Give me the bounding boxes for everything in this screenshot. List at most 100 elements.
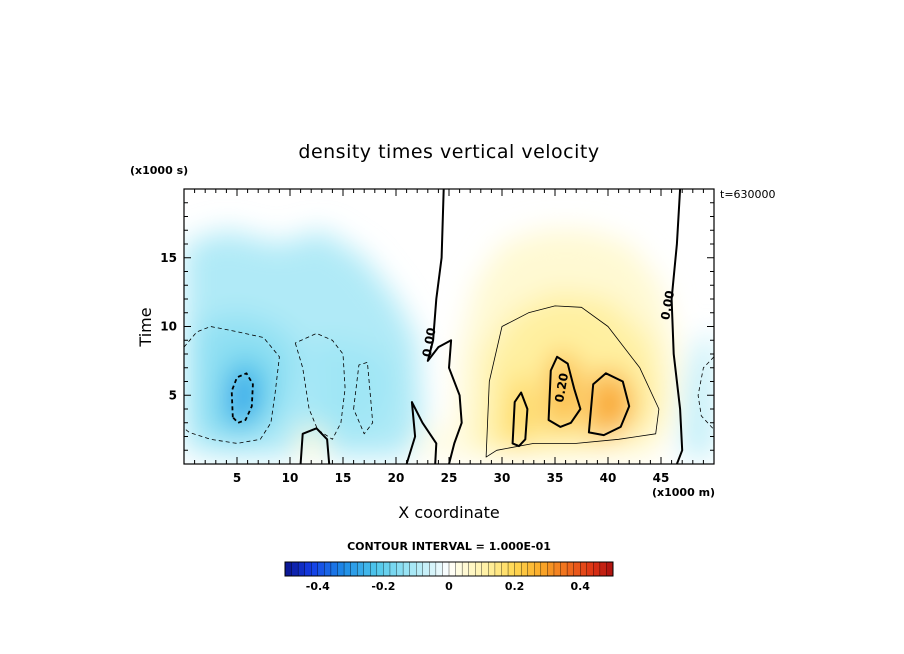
contour-line — [184, 326, 280, 444]
contour-lines — [184, 189, 714, 464]
colorbar-cell — [376, 561, 384, 577]
colorbar-tick-label: 0.4 — [570, 580, 590, 593]
x-tick-label: 10 — [282, 471, 299, 485]
colorbar-cell — [409, 561, 417, 577]
x-tick-label: 35 — [547, 471, 564, 485]
contour-line — [511, 391, 529, 448]
colorbar-cell — [455, 561, 463, 577]
colorbar-cell — [389, 561, 397, 577]
colorbar-cell — [553, 561, 561, 577]
field-region — [557, 365, 575, 412]
colorbar-cell — [442, 561, 450, 577]
colorbar-cell — [488, 561, 496, 577]
x-tick-label: 45 — [653, 471, 670, 485]
y-tick-label: 15 — [160, 251, 177, 265]
colorbar-cell — [429, 561, 437, 577]
y-tick-label: 5 — [169, 388, 177, 402]
colorbar-cell — [468, 561, 476, 577]
color-field — [184, 230, 714, 458]
colorbar-cell — [475, 561, 483, 577]
colorbar-cell — [317, 561, 325, 577]
colorbar-cell — [547, 561, 555, 577]
x-tick-label: 25 — [441, 471, 458, 485]
colorbar-cell — [540, 561, 548, 577]
colorbar-cell — [330, 561, 338, 577]
contour-line — [587, 372, 631, 437]
contour-line — [547, 355, 582, 428]
colorbar-tick-label: 0 — [445, 580, 453, 593]
colorbar-cell — [566, 561, 575, 577]
x-axis-label: X coordinate — [398, 503, 499, 522]
contour-line — [294, 333, 346, 440]
colorbar-cell — [586, 561, 594, 577]
contour-label: 0.20 — [552, 372, 571, 404]
colorbar-cell — [527, 561, 535, 577]
colorbar-tick-label: -0.2 — [371, 580, 395, 593]
contour-labels: 0.00 0.20 0.00 — [420, 289, 677, 403]
colorbar-cell — [580, 561, 588, 577]
colorbar-cell — [304, 561, 312, 577]
colorbar-cell — [494, 561, 502, 577]
y-units-label: (x1000 s) — [130, 164, 188, 177]
colorbar-cell — [501, 561, 509, 577]
x-tick-label: 20 — [388, 471, 405, 485]
colorbar-cell — [297, 561, 306, 577]
colorbar-cell — [343, 561, 352, 577]
colorbar-cell — [461, 561, 470, 577]
contour-line — [405, 401, 438, 464]
colorbar-cell — [356, 561, 365, 577]
plot-area — [184, 189, 714, 464]
contour-interval-text: CONTOUR INTERVAL = 1.000E-01 — [347, 540, 551, 553]
colorbar-cell — [291, 561, 299, 577]
axis-ticks — [184, 189, 714, 464]
colorbar-cell — [370, 561, 378, 577]
colorbar — [284, 561, 614, 577]
colorbar-cell — [507, 561, 516, 577]
colorbar-cell — [560, 561, 568, 577]
contour-line — [299, 427, 331, 464]
colorbar-cell — [606, 561, 614, 577]
contour-line — [697, 356, 714, 430]
colorbar-cell — [350, 561, 358, 577]
colorbar-cell — [448, 561, 457, 577]
x-tick-label: 30 — [494, 471, 511, 485]
field-region — [231, 370, 253, 420]
contour-line — [670, 189, 684, 464]
colorbar-cell — [396, 561, 404, 577]
colorbar-cell — [520, 561, 529, 577]
y-axis-label: Time — [136, 307, 155, 347]
chart-title: density times vertical velocity — [298, 141, 599, 163]
colorbar-tick-label: 0.2 — [505, 580, 525, 593]
x-tick-label: 15 — [335, 471, 352, 485]
colorbar-cell — [284, 561, 293, 577]
colorbar-cell — [337, 561, 345, 577]
colorbar-cell — [311, 561, 319, 577]
field-region — [597, 381, 624, 423]
colorbar-cell — [573, 561, 581, 577]
colorbar-cell — [383, 561, 391, 577]
y-tick-labels: 5 10 15 — [160, 251, 177, 403]
colorbar-cell — [416, 561, 424, 577]
colorbar-cell — [599, 561, 607, 577]
colorbar-cell — [324, 561, 332, 577]
x-tick-label: 5 — [233, 471, 241, 485]
contour-line — [426, 189, 463, 464]
field-region — [417, 422, 455, 458]
x-tick-label: 40 — [600, 471, 617, 485]
contour-label: 0.00 — [420, 327, 439, 359]
colorbar-cell — [402, 561, 411, 577]
colorbar-cell — [435, 561, 443, 577]
contour-line — [230, 372, 254, 424]
colorbar-cell — [363, 561, 371, 577]
colorbar-cell — [534, 561, 542, 577]
contour-label: 0.00 — [658, 289, 677, 321]
colorbar-cell — [422, 561, 430, 577]
contour-line — [353, 361, 374, 435]
x-tick-labels: 5 10 15 20 25 30 35 40 45 — [233, 471, 670, 485]
colorbar-cell — [481, 561, 489, 577]
field-region — [311, 340, 396, 437]
colorbar-frame — [284, 561, 614, 577]
time-stamp: t=630000 — [720, 188, 776, 201]
y-tick-label: 10 — [160, 320, 177, 334]
